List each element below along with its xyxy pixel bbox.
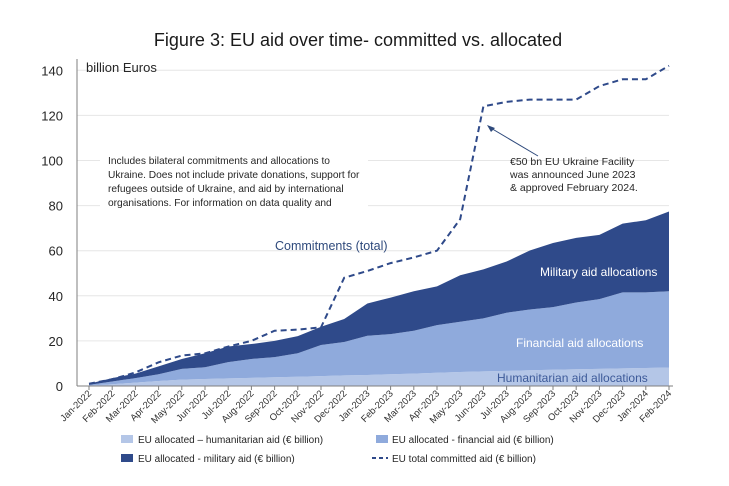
area-financial <box>89 291 669 386</box>
area-humanitarian <box>89 367 669 386</box>
note-line-2: Ukraine. Does not include private donati… <box>108 170 360 181</box>
note-box <box>100 150 368 214</box>
legend-swatch-humanitarian <box>121 435 133 443</box>
legend-label-financial: EU allocated - financial aid (€ billion) <box>392 435 554 446</box>
facility-arrow-head <box>487 125 495 132</box>
y-axis-unit: billion Euros <box>86 60 157 75</box>
legend-swatch-financial <box>376 435 388 443</box>
legend-label-humanitarian: EU allocated – humanitarian aid (€ billi… <box>138 435 323 446</box>
military-area-label: Military aid allocations <box>540 265 657 279</box>
y-tick-label: 40 <box>49 289 63 304</box>
legend-swatch-military <box>121 454 133 462</box>
axes: 0 20 40 60 80 100 120 140 <box>41 59 673 394</box>
committed-line-group <box>88 64 670 385</box>
y-tick-label: 100 <box>41 153 63 168</box>
legend-label-committed: EU total committed aid (€ billion) <box>392 454 536 465</box>
financial-area-label: Financial aid allocations <box>516 336 643 350</box>
note-line-1: Includes bilateral commitments and alloc… <box>108 156 330 167</box>
commitments-label: Commitments (total) <box>275 239 388 253</box>
stacked-areas <box>89 211 669 386</box>
y-tick-label: 80 <box>49 199 63 214</box>
note-line-3: refugees outside of Ukraine, and aid by … <box>108 184 344 195</box>
legend: EU allocated – humanitarian aid (€ billi… <box>121 435 554 465</box>
y-tick-label: 20 <box>49 334 63 349</box>
chart-title: Figure 3: EU aid over time- committed vs… <box>154 30 562 50</box>
note-line-4: organisations. For information on data q… <box>108 198 332 209</box>
y-tick-label: 0 <box>56 379 63 394</box>
facility-line-1: €50 bn EU Ukraine Facility <box>510 156 635 168</box>
y-tick-label: 140 <box>41 63 63 78</box>
y-tick-label: 60 <box>49 244 63 259</box>
facility-arrow-line <box>488 126 539 157</box>
x-tick-labels: Jan-2022Feb-2022Mar-2022Apr-2022May-2022… <box>58 386 674 426</box>
legend-label-military: EU allocated - military aid (€ billion) <box>138 454 295 465</box>
humanitarian-area-label: Humanitarian aid allocations <box>497 371 648 385</box>
committed-total-line <box>88 64 670 385</box>
area-military <box>89 211 669 385</box>
facility-line-2: was announced June 2023 <box>509 169 636 181</box>
y-tick-label: 120 <box>41 108 63 123</box>
facility-line-3: & approved February 2024. <box>510 182 638 194</box>
